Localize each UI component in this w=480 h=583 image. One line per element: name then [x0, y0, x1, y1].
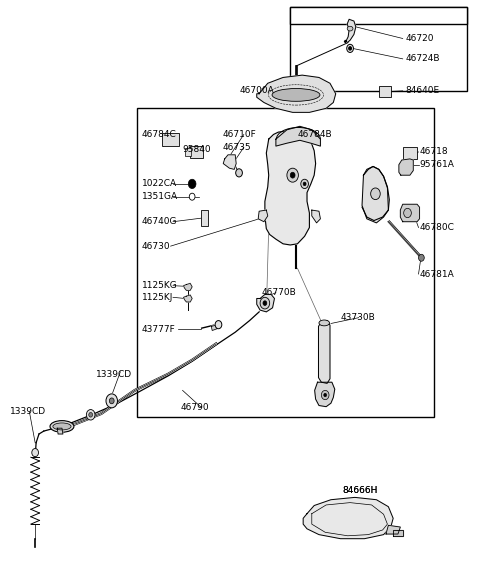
Polygon shape — [362, 167, 388, 223]
Text: 46710F: 46710F — [222, 130, 256, 139]
Text: 46740G: 46740G — [142, 217, 178, 226]
Circle shape — [215, 321, 222, 329]
Text: 46720: 46720 — [405, 34, 433, 43]
Bar — [290, 6, 468, 24]
Polygon shape — [258, 210, 268, 222]
Text: 46784C: 46784C — [142, 130, 177, 139]
Polygon shape — [344, 19, 356, 43]
Text: 1339CD: 1339CD — [96, 370, 132, 378]
Circle shape — [322, 391, 329, 400]
Circle shape — [404, 208, 411, 217]
Ellipse shape — [272, 89, 320, 101]
Polygon shape — [315, 382, 335, 407]
Text: 46780C: 46780C — [420, 223, 455, 232]
Text: 1125KJ: 1125KJ — [142, 293, 173, 302]
Polygon shape — [183, 295, 192, 302]
Circle shape — [263, 301, 267, 305]
Bar — [137, 108, 434, 416]
Text: 46724B: 46724B — [405, 54, 440, 64]
Polygon shape — [57, 428, 63, 434]
Ellipse shape — [319, 320, 329, 326]
Polygon shape — [319, 321, 330, 384]
Text: 46790: 46790 — [180, 403, 209, 412]
Polygon shape — [257, 75, 336, 113]
Circle shape — [290, 172, 295, 178]
Circle shape — [301, 179, 309, 188]
Circle shape — [419, 254, 424, 261]
Polygon shape — [303, 497, 393, 539]
Bar — [185, 148, 191, 156]
Bar — [201, 210, 208, 226]
Circle shape — [287, 168, 299, 182]
Bar — [190, 146, 203, 158]
Text: 46781A: 46781A — [420, 269, 454, 279]
Polygon shape — [183, 283, 192, 290]
Text: 95840: 95840 — [182, 145, 211, 153]
Text: 1022CA: 1022CA — [142, 180, 177, 188]
Circle shape — [347, 44, 353, 52]
Text: 43730B: 43730B — [340, 313, 375, 322]
Circle shape — [32, 448, 38, 456]
Polygon shape — [399, 159, 413, 175]
Text: 46700A: 46700A — [240, 86, 275, 96]
Text: 1125KG: 1125KG — [142, 281, 178, 290]
Polygon shape — [312, 210, 321, 223]
Polygon shape — [276, 127, 321, 146]
Text: 46735: 46735 — [222, 143, 251, 152]
Circle shape — [371, 188, 380, 199]
Polygon shape — [211, 325, 217, 331]
Ellipse shape — [50, 420, 74, 432]
Text: 95761A: 95761A — [420, 160, 455, 169]
Text: 1351GA: 1351GA — [142, 192, 178, 201]
Polygon shape — [393, 530, 403, 536]
Circle shape — [86, 410, 95, 420]
Bar — [290, 6, 468, 91]
Text: 1339CD: 1339CD — [10, 408, 47, 416]
Text: 84640E: 84640E — [405, 86, 439, 96]
Ellipse shape — [347, 26, 353, 31]
Circle shape — [106, 394, 118, 408]
Circle shape — [303, 182, 306, 185]
Text: 43777F: 43777F — [142, 325, 176, 334]
Text: 46784B: 46784B — [298, 130, 332, 139]
Circle shape — [189, 193, 195, 200]
Circle shape — [188, 179, 196, 188]
Circle shape — [348, 47, 351, 50]
Text: 46770B: 46770B — [262, 288, 296, 297]
Bar — [379, 86, 391, 97]
Circle shape — [236, 169, 242, 177]
Bar — [403, 147, 417, 159]
Polygon shape — [386, 525, 400, 534]
Polygon shape — [265, 131, 316, 245]
Circle shape — [324, 394, 326, 397]
Text: 84666H: 84666H — [342, 486, 377, 495]
Circle shape — [89, 413, 93, 417]
Ellipse shape — [53, 423, 71, 430]
Polygon shape — [400, 204, 420, 222]
Text: 46730: 46730 — [142, 241, 170, 251]
Bar — [162, 134, 179, 146]
Text: 84666H: 84666H — [342, 486, 377, 495]
Circle shape — [109, 398, 114, 404]
Text: 46718: 46718 — [420, 147, 448, 156]
Circle shape — [260, 297, 270, 309]
Polygon shape — [223, 155, 236, 170]
Polygon shape — [257, 294, 275, 312]
